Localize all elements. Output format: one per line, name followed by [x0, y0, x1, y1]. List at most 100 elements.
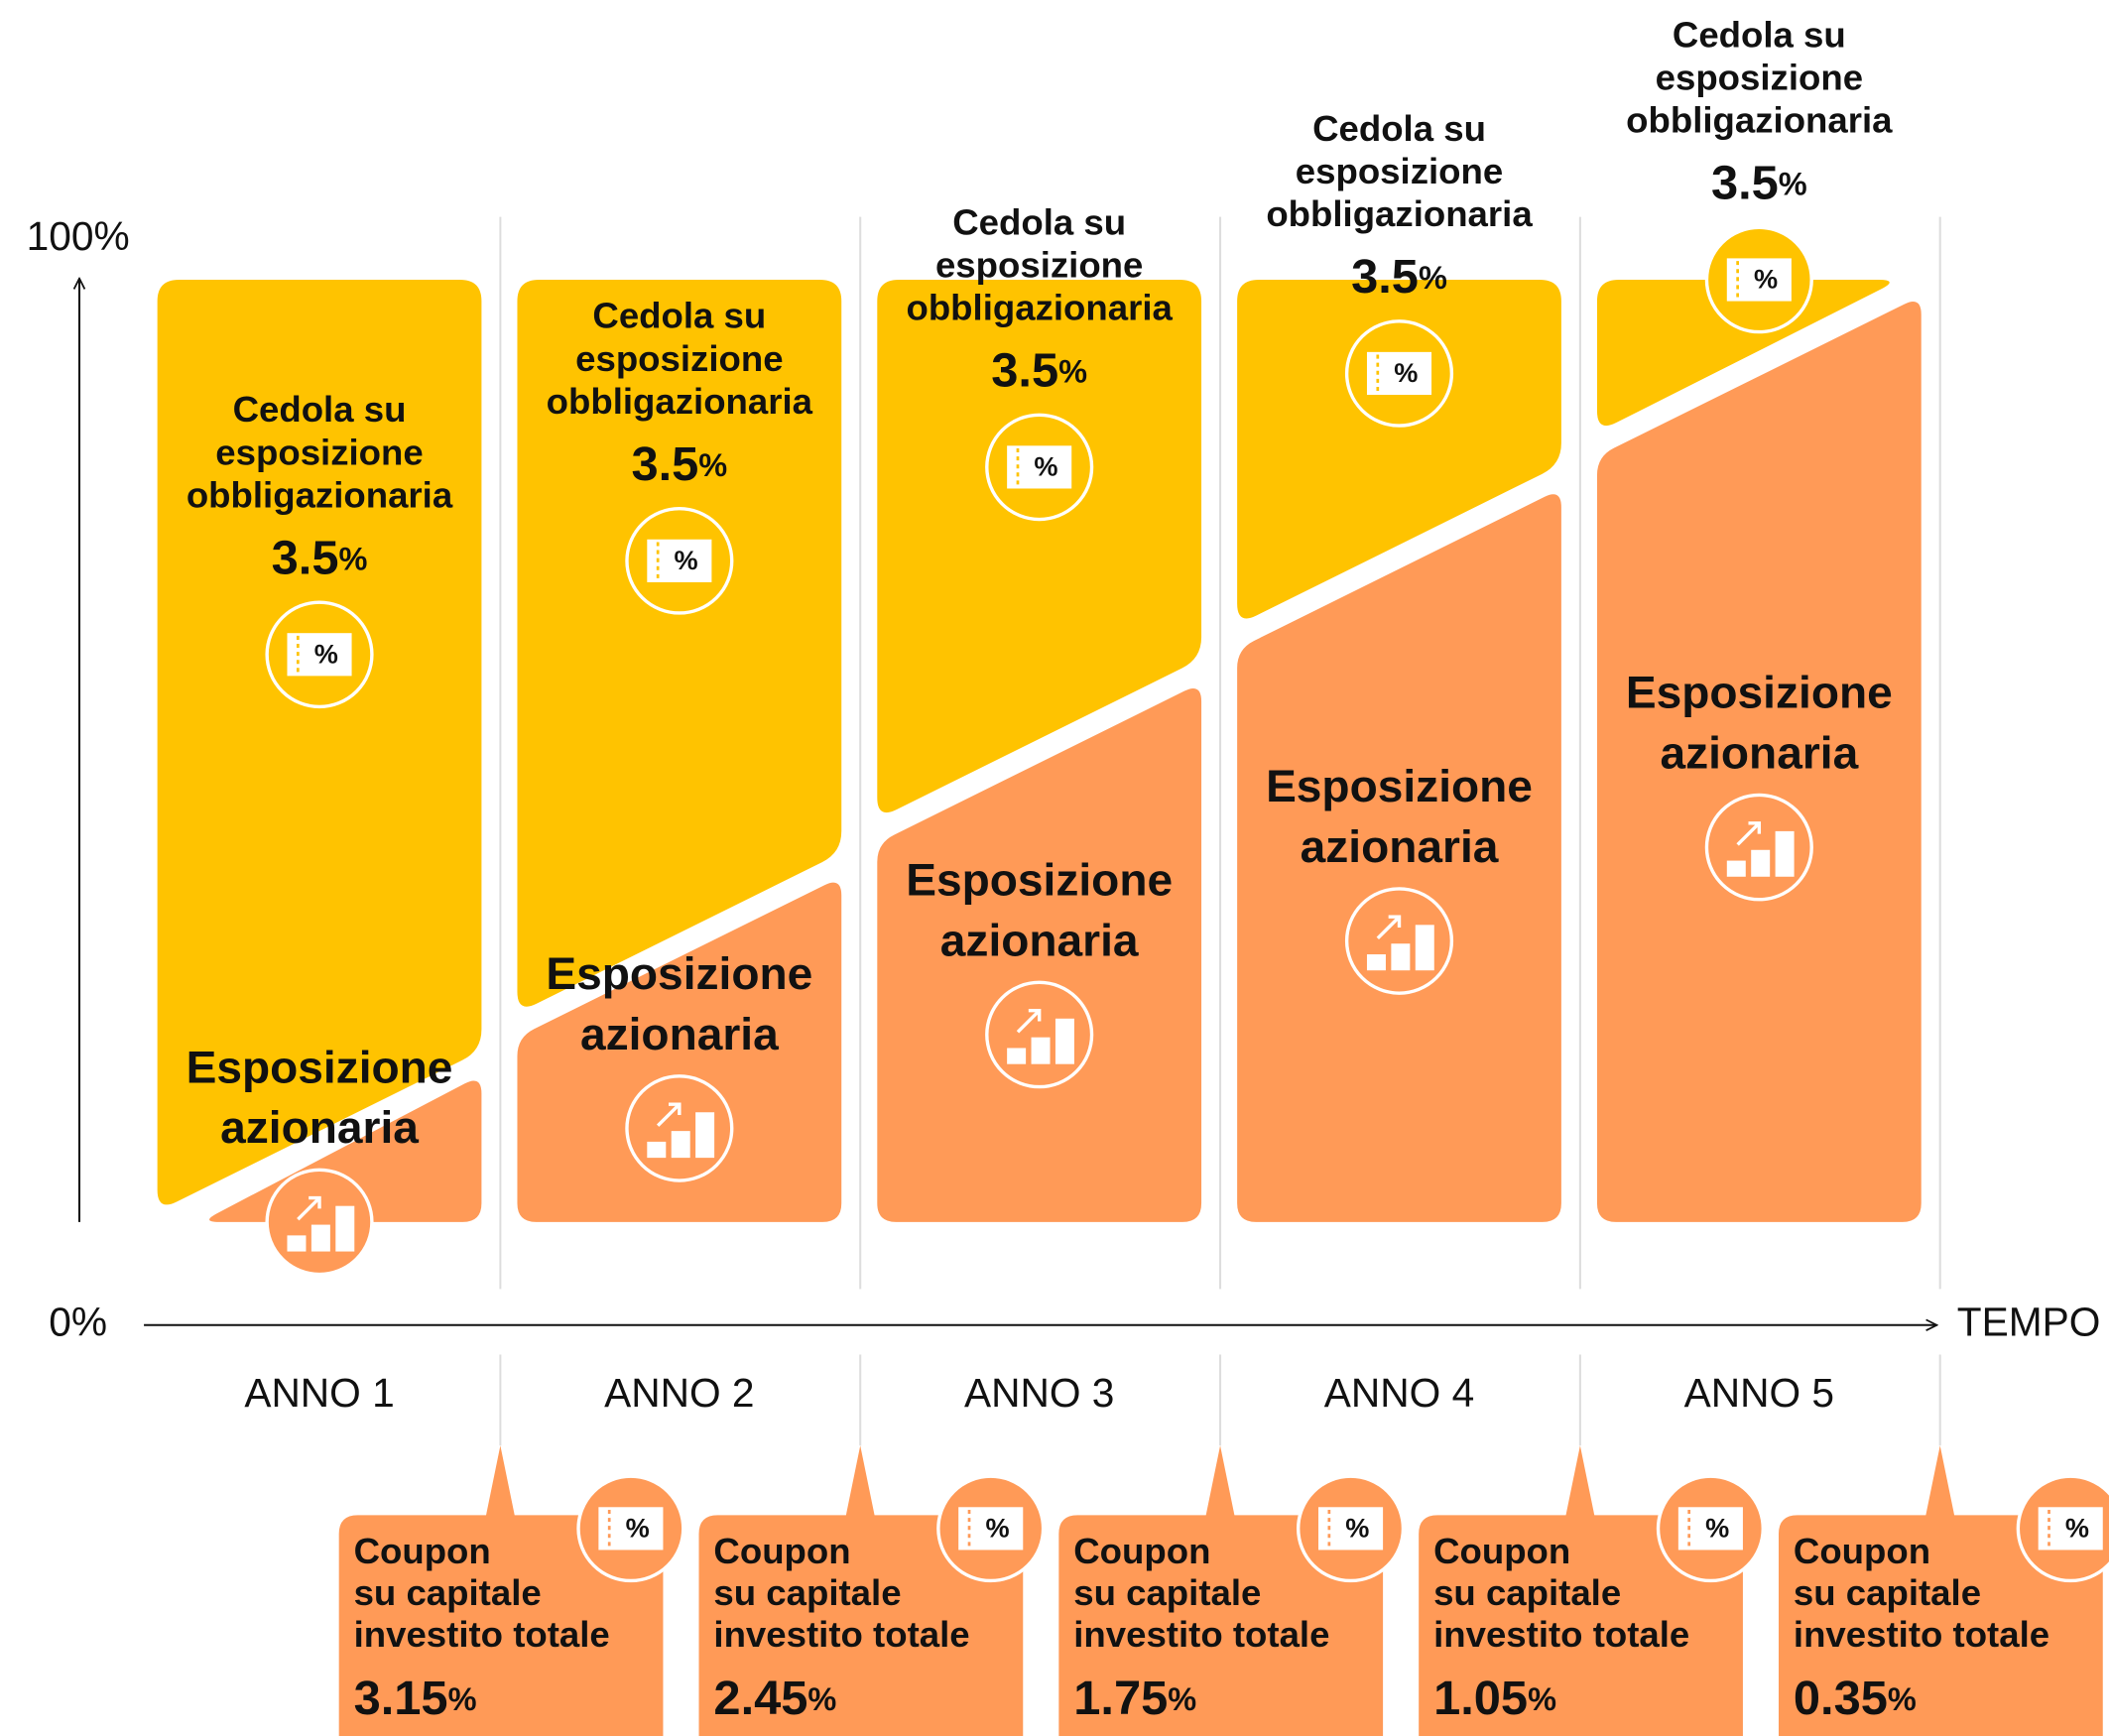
coupon-box — [1778, 1515, 2103, 1736]
chart-icon-arrowhead — [1028, 1009, 1042, 1022]
bond-label: obbligazionaria — [1266, 193, 1533, 234]
equity-area — [517, 882, 842, 1222]
bond-label: esposizione — [215, 432, 423, 472]
year-label: ANNO 2 — [604, 1370, 754, 1416]
equity-area — [209, 1080, 482, 1222]
chart-icon-bar — [1391, 943, 1411, 971]
chart-icon-arrowhead — [669, 1102, 682, 1115]
bond-area — [157, 279, 482, 1205]
coupon-label: Coupon — [1794, 1531, 1930, 1571]
year-label: ANNO 5 — [1684, 1370, 1834, 1416]
chart-icon-arrow — [1016, 1009, 1041, 1034]
ticket-icon-text: % — [1345, 1513, 1369, 1543]
chart-icon-bar — [335, 1205, 355, 1252]
chart-icon-arrowhead — [1388, 915, 1402, 929]
chart-icon-bar — [1054, 1018, 1074, 1064]
bond-rate-unit: % — [1058, 353, 1087, 389]
bond-rate-unit: % — [1419, 260, 1447, 296]
icon-circle — [265, 1168, 374, 1277]
coupon-rate: 3.15% — [354, 1672, 477, 1725]
axis-x-label: TEMPO — [1957, 1300, 2101, 1345]
bond-rate-number: 3.5 — [991, 343, 1058, 397]
coupon-rate-number: 1.05 — [1433, 1672, 1528, 1725]
coupon-label: su capitale — [1433, 1572, 1621, 1613]
bond-area — [1596, 279, 1890, 427]
bond-rate-unit: % — [1779, 166, 1807, 201]
chart-icon-arrow — [656, 1102, 682, 1127]
bond-rate: 3.5% — [1711, 156, 1807, 209]
coupon-rate: 1.05% — [1433, 1672, 1556, 1725]
coupon-rate: 2.45% — [713, 1672, 836, 1725]
coupon-rate-number: 0.35 — [1794, 1672, 1888, 1725]
icon-circle — [985, 980, 1094, 1089]
coupon-label: su capitale — [1073, 1572, 1261, 1613]
ticket-icon-text: % — [314, 639, 338, 669]
bond-label: obbligazionaria — [547, 381, 813, 422]
equity-label: Esposizione — [1626, 667, 1893, 718]
equity-label: azionaria — [220, 1101, 419, 1153]
coupon-box — [338, 1515, 664, 1736]
icon-circle — [625, 1074, 734, 1182]
ticket-icon-text: % — [2065, 1513, 2089, 1543]
coupon-rate-unit: % — [1888, 1681, 1917, 1717]
chart-icon-bar — [1726, 860, 1746, 877]
chart-icon-arrowhead — [309, 1195, 321, 1209]
coupon-rate: 1.75% — [1073, 1672, 1196, 1725]
bond-rate-number: 3.5 — [1711, 156, 1779, 209]
coupon-rate-number: 3.15 — [354, 1672, 448, 1725]
coupon-label: investito totale — [1794, 1614, 2049, 1655]
bond-rate-number: 3.5 — [1351, 250, 1419, 304]
bond-rate-unit: % — [698, 447, 727, 483]
bond-label: Cedola su — [1673, 14, 1846, 55]
coupon-label: investito totale — [1073, 1614, 1329, 1655]
bond-rate-unit: % — [338, 541, 367, 576]
coupon-rate-number: 1.75 — [1073, 1672, 1168, 1725]
bond-rate-number: 3.5 — [631, 437, 698, 491]
coupon-pointer — [1924, 1445, 1955, 1519]
chart-icon-arrow — [297, 1196, 321, 1221]
coupon-rate-number: 2.45 — [713, 1672, 807, 1725]
chart-icon-bar — [671, 1131, 690, 1159]
year-label: ANNO 4 — [1324, 1370, 1474, 1416]
bond-label: Cedola su — [1312, 108, 1486, 149]
coupon-label: Coupon — [1073, 1531, 1210, 1571]
equity-area — [1596, 302, 1922, 1222]
chart-icon-bar — [1007, 1048, 1027, 1064]
equity-label: azionaria — [580, 1008, 779, 1059]
bond-label: obbligazionaria — [1626, 100, 1893, 141]
year-label: ANNO 3 — [964, 1370, 1114, 1416]
coupon-label: Coupon — [354, 1531, 491, 1571]
bond-rate: 3.5% — [631, 437, 727, 491]
chart-icon-bar — [1366, 954, 1386, 971]
bond-label: obbligazionaria — [186, 475, 453, 516]
coupon-rate: 0.35% — [1794, 1672, 1917, 1725]
coupon-box — [1419, 1515, 1743, 1736]
ticket-icon-text: % — [1705, 1513, 1729, 1543]
chart-icon-bar — [647, 1141, 667, 1159]
equity-label: Esposizione — [186, 1042, 453, 1093]
bond-label: esposizione — [575, 338, 783, 379]
coupon-box — [1058, 1515, 1384, 1736]
coupon-label: Coupon — [1433, 1531, 1570, 1571]
bond-label: Cedola su — [952, 201, 1126, 242]
chart-icon-bar — [1031, 1037, 1051, 1064]
chart-icon-bar — [310, 1224, 330, 1252]
icon-circle — [1344, 887, 1454, 995]
chart-icon-bar — [1415, 925, 1434, 971]
coupon-pointer — [1564, 1445, 1595, 1519]
chart-icon-bar — [1775, 830, 1795, 877]
bond-area — [877, 279, 1202, 813]
coupon-label: investito totale — [354, 1614, 610, 1655]
bond-label: obbligazionaria — [907, 288, 1174, 328]
coupon-rate-unit: % — [1528, 1681, 1556, 1717]
chart-icon-bar — [287, 1235, 307, 1252]
equity-label: Esposizione — [546, 947, 812, 999]
chart-icon-arrowhead — [1748, 821, 1762, 834]
bond-area — [517, 279, 842, 1007]
coupon-rate-unit: % — [448, 1681, 477, 1717]
coupon-label: Coupon — [713, 1531, 850, 1571]
equity-label: Esposizione — [906, 854, 1173, 906]
equity-label: azionaria — [940, 914, 1139, 965]
